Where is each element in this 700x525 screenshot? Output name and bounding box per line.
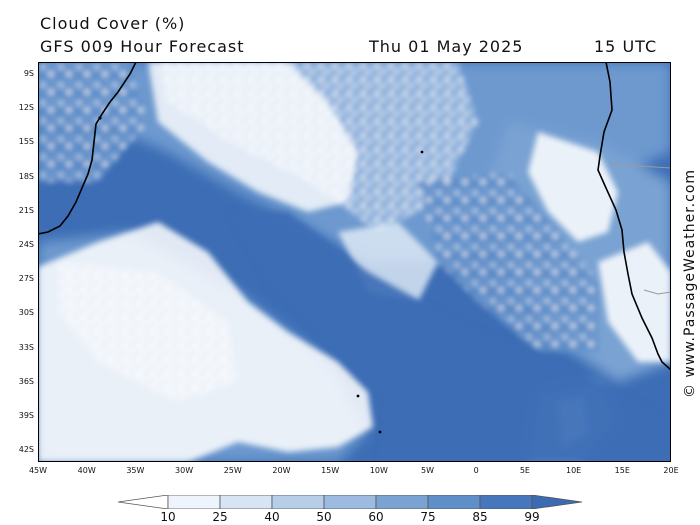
lat-label: 36S (18, 376, 34, 386)
island-gough (378, 430, 382, 434)
cloud-speckle-northwest (38, 62, 148, 182)
legend-swatch (323, 494, 377, 510)
legend-swatch (479, 494, 533, 510)
forecast-date: Thu 01 May 2025 (369, 37, 524, 56)
lat-label: 18S (18, 171, 34, 181)
lat-label: 33S (18, 342, 34, 352)
country-border-south (643, 289, 671, 295)
lat-label: 42S (18, 445, 34, 455)
map-frame (38, 62, 671, 462)
lat-label: 15S (18, 137, 34, 147)
lon-label: 40W (77, 466, 96, 475)
legend-value: 50 (316, 510, 332, 524)
clear-channel (228, 212, 671, 462)
lon-label: 35W (126, 466, 145, 475)
legend-swatch (271, 494, 325, 510)
africa-coast (597, 62, 671, 371)
lon-label: 25W (223, 466, 242, 475)
lat-label: 27S (18, 274, 34, 284)
island-tristan (356, 394, 360, 398)
lat-label: 21S (18, 205, 34, 215)
legend-value: 75 (420, 510, 436, 524)
forecast-model: GFS 009 Hour Forecast (40, 37, 245, 56)
country-border (609, 163, 671, 169)
cloud-white-southwest (38, 222, 373, 462)
forecast-time: 15 UTC (594, 37, 658, 56)
lon-label: 10W (369, 466, 388, 475)
lat-label: 39S (18, 411, 34, 420)
lon-label: 5W (421, 466, 435, 475)
cloud-cover-legend (117, 494, 583, 510)
lon-label: 30W (175, 466, 194, 475)
legend-value: 25 (212, 510, 228, 524)
lon-label: 20W (272, 466, 291, 475)
south-america-coast (38, 62, 137, 235)
map-svg (38, 62, 671, 462)
legend-arrow-high (531, 494, 583, 510)
island-st-helena (420, 150, 424, 154)
legend-value: 40 (264, 510, 280, 524)
lat-label: 12S (18, 103, 34, 113)
lon-label: 20E (663, 466, 679, 475)
map-title: Cloud Cover (%) (40, 14, 186, 33)
legend-swatch (167, 494, 221, 510)
island-trindade (98, 116, 102, 120)
cloud-cover-map (38, 62, 671, 462)
lon-label: 45W (28, 466, 48, 475)
legend-value: 85 (472, 510, 488, 524)
lon-label: 15E (614, 466, 630, 475)
lon-label: 15W (321, 466, 340, 475)
legend-swatch (219, 494, 273, 510)
legend-bar (117, 494, 583, 510)
cloud-speckle-east (418, 172, 598, 352)
legend-swatch (427, 494, 481, 510)
lat-label: 24S (18, 240, 34, 249)
lon-label: 10E (565, 466, 582, 475)
lat-label: 30S (18, 308, 34, 318)
lat-label: 9S (23, 69, 34, 78)
legend-arrow-low (117, 494, 169, 510)
legend-value: 99 (524, 510, 540, 524)
legend-swatch (375, 494, 429, 510)
credit-text: © www.PassageWeather.com (682, 168, 698, 398)
cloud-white-north (148, 62, 358, 212)
cloud-white-northeast (528, 132, 618, 242)
lon-label: 0 (473, 466, 479, 475)
legend-value: 60 (368, 510, 384, 524)
legend-value: 10 (160, 510, 176, 524)
lon-label: 5E (519, 466, 530, 475)
